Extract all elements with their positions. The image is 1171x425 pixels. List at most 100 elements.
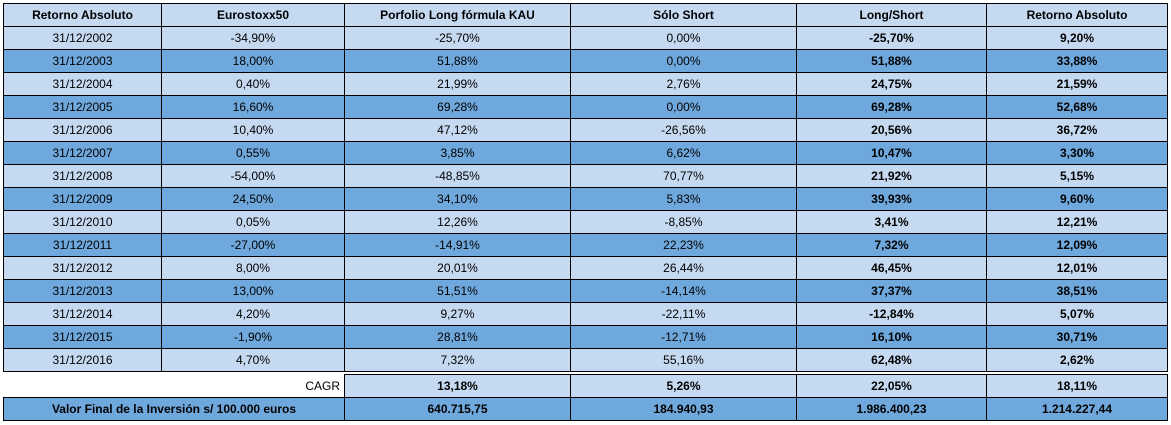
row-date-cell: 31/12/2004: [3, 72, 162, 96]
row-return-cell: 2,62%: [986, 348, 1168, 372]
row-long-short-cell: 46,45%: [796, 256, 987, 280]
row-short-cell: -12,71%: [570, 325, 797, 349]
table-row: 31/12/2013 13,00% 51,51% -14,14% 37,37% 38,51…: [3, 279, 1168, 303]
row-date-cell: 31/12/2014: [3, 302, 162, 326]
row-long-cell: 69,28%: [344, 95, 571, 119]
cagr-long: 13,18%: [344, 374, 571, 398]
row-long-short-cell: 37,37%: [796, 279, 987, 303]
row-return-cell: 52,68%: [986, 95, 1168, 119]
row-long-short-cell: 16,10%: [796, 325, 987, 349]
header-long: Porfolio Long fórmula KAU: [344, 3, 571, 27]
row-short-cell: 6,62%: [570, 141, 797, 165]
row-short-cell: 2,76%: [570, 72, 797, 96]
header-long-short: Long/Short: [796, 3, 987, 27]
row-date-cell: 31/12/2011: [3, 233, 162, 257]
row-return-cell: 38,51%: [986, 279, 1168, 303]
row-eurostoxx-cell: 0,40%: [161, 72, 345, 96]
row-return-cell: 9,60%: [986, 187, 1168, 211]
row-short-cell: -14,14%: [570, 279, 797, 303]
row-long-short-cell: 3,41%: [796, 210, 987, 234]
row-long-cell: -14,91%: [344, 233, 571, 257]
row-return-cell: 9,20%: [986, 26, 1168, 50]
final-long-short: 1.986.400,23: [796, 397, 987, 421]
table-row: 31/12/2005 16,60% 69,28% 0,00% 69,28% 52,68%: [3, 95, 1168, 119]
row-date-cell: 31/12/2008: [3, 164, 162, 188]
row-date-cell: 31/12/2016: [3, 348, 162, 372]
row-eurostoxx-cell: 4,20%: [161, 302, 345, 326]
row-return-cell: 3,30%: [986, 141, 1168, 165]
cagr-return: 18,11%: [986, 374, 1168, 398]
row-return-cell: 12,09%: [986, 233, 1168, 257]
row-long-short-cell: 69,28%: [796, 95, 987, 119]
row-return-cell: 30,71%: [986, 325, 1168, 349]
final-short: 184.940,93: [570, 397, 797, 421]
header-eurostoxx: Eurostoxx50: [161, 3, 345, 27]
row-date-cell: 31/12/2015: [3, 325, 162, 349]
row-long-cell: 34,10%: [344, 187, 571, 211]
header-return: Retorno Absoluto: [986, 3, 1168, 27]
table-row: 31/12/2016 4,70% 7,32% 55,16% 62,48% 2,62%: [3, 348, 1168, 372]
row-eurostoxx-cell: 24,50%: [161, 187, 345, 211]
row-date-cell: 31/12/2012: [3, 256, 162, 280]
row-long-short-cell: 39,93%: [796, 187, 987, 211]
row-long-cell: -25,70%: [344, 26, 571, 50]
row-short-cell: -26,56%: [570, 118, 797, 142]
row-long-cell: 12,26%: [344, 210, 571, 234]
table-row: 31/12/2009 24,50% 34,10% 5,83% 39,93% 9,60%: [3, 187, 1168, 211]
row-short-cell: 0,00%: [570, 49, 797, 73]
final-value-row: Valor Final de la Inversión s/ 100.000 e…: [3, 397, 1168, 421]
row-long-short-cell: -12,84%: [796, 302, 987, 326]
row-long-short-cell: -25,70%: [796, 26, 987, 50]
row-long-short-cell: 24,75%: [796, 72, 987, 96]
row-long-short-cell: 62,48%: [796, 348, 987, 372]
row-date-cell: 31/12/2010: [3, 210, 162, 234]
row-date-cell: 31/12/2002: [3, 26, 162, 50]
row-eurostoxx-cell: 18,00%: [161, 49, 345, 73]
row-date-cell: 31/12/2006: [3, 118, 162, 142]
row-eurostoxx-cell: -27,00%: [161, 233, 345, 257]
blank-cell: [3, 374, 162, 398]
row-long-cell: 51,51%: [344, 279, 571, 303]
row-short-cell: 22,23%: [570, 233, 797, 257]
table-row: 31/12/2012 8,00% 20,01% 26,44% 46,45% 12,01%: [3, 256, 1168, 280]
row-long-cell: 51,88%: [344, 49, 571, 73]
cagr-label: CAGR: [161, 374, 345, 398]
final-return: 1.214.227,44: [986, 397, 1168, 421]
row-date-cell: 31/12/2005: [3, 95, 162, 119]
row-date-cell: 31/12/2009: [3, 187, 162, 211]
row-eurostoxx-cell: 0,05%: [161, 210, 345, 234]
table-row: 31/12/2006 10,40% 47,12% -26,56% 20,56% 36,72…: [3, 118, 1168, 142]
row-short-cell: 55,16%: [570, 348, 797, 372]
row-return-cell: 21,59%: [986, 72, 1168, 96]
row-long-cell: 9,27%: [344, 302, 571, 326]
row-return-cell: 12,01%: [986, 256, 1168, 280]
cagr-row: CAGR 13,18% 5,26% 22,05% 18,11%: [3, 374, 1168, 398]
row-short-cell: 26,44%: [570, 256, 797, 280]
row-date-cell: 31/12/2013: [3, 279, 162, 303]
header-short: Sólo Short: [570, 3, 797, 27]
row-short-cell: 5,83%: [570, 187, 797, 211]
row-eurostoxx-cell: 0,55%: [161, 141, 345, 165]
row-eurostoxx-cell: 13,00%: [161, 279, 345, 303]
row-long-short-cell: 51,88%: [796, 49, 987, 73]
cagr-long-short: 22,05%: [796, 374, 987, 398]
summary-table: CAGR 13,18% 5,26% 22,05% 18,11% Valor Fi…: [3, 374, 1168, 421]
row-short-cell: 0,00%: [570, 26, 797, 50]
row-long-short-cell: 10,47%: [796, 141, 987, 165]
row-long-cell: -48,85%: [344, 164, 571, 188]
row-eurostoxx-cell: 8,00%: [161, 256, 345, 280]
cagr-short: 5,26%: [570, 374, 797, 398]
table-row: 31/12/2014 4,20% 9,27% -22,11% -12,84% 5,07%: [3, 302, 1168, 326]
row-long-cell: 3,85%: [344, 141, 571, 165]
header-row: Retorno Absoluto Eurostoxx50 Porfolio Lo…: [3, 3, 1168, 27]
row-eurostoxx-cell: -34,90%: [161, 26, 345, 50]
row-long-short-cell: 7,32%: [796, 233, 987, 257]
row-short-cell: -8,85%: [570, 210, 797, 234]
row-date-cell: 31/12/2003: [3, 49, 162, 73]
final-value-label: Valor Final de la Inversión s/ 100.000 e…: [3, 397, 345, 421]
row-return-cell: 12,21%: [986, 210, 1168, 234]
row-eurostoxx-cell: 4,70%: [161, 348, 345, 372]
row-return-cell: 33,88%: [986, 49, 1168, 73]
table-row: 31/12/2015 -1,90% 28,81% -12,71% 16,10% 30,71…: [3, 325, 1168, 349]
row-long-cell: 47,12%: [344, 118, 571, 142]
